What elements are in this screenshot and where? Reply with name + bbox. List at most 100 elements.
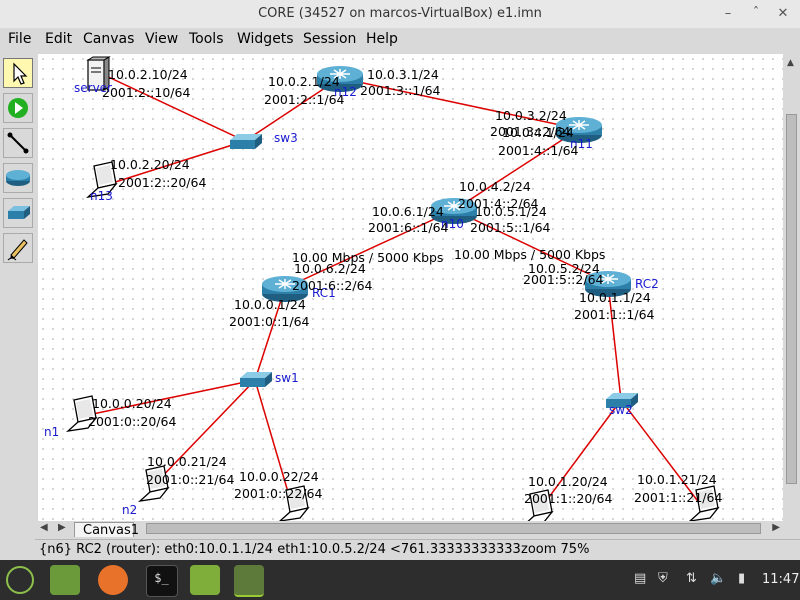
vertical-scrollbar[interactable]: ▲ <box>783 54 800 521</box>
link-rc1-sw1[interactable] <box>254 287 286 381</box>
addr-label: 2001:6::1/64 <box>368 220 449 235</box>
addr-label: 2001:3::2/64 <box>490 124 571 139</box>
node-label-rc1: RC1 <box>312 286 336 300</box>
zoom-level: zoom 75% <box>521 542 590 557</box>
link-rate-label: 10.00 Mbps / 5000 Kbps <box>454 247 605 262</box>
clipboard-icon[interactable]: ▤ <box>634 571 647 586</box>
show-desktop-icon[interactable] <box>50 565 80 595</box>
link-server-sw3[interactable] <box>101 73 246 142</box>
link-tool-button[interactable] <box>3 128 33 158</box>
minimize-icon[interactable]: – <box>724 6 732 21</box>
addr-label: 10.0.0.22/24 <box>239 469 319 484</box>
clock[interactable]: 11:47 <box>762 572 800 587</box>
addr-label: 2001:5::1/64 <box>470 220 551 235</box>
link-n10-rc2[interactable] <box>453 209 609 284</box>
menu-edit[interactable]: Edit <box>45 31 73 47</box>
network-icon[interactable]: ⇅ <box>686 571 697 586</box>
menu-tools[interactable]: Tools <box>189 31 224 47</box>
menu-help[interactable]: Help <box>366 31 398 47</box>
addr-label: 2001:0::1/64 <box>229 314 310 329</box>
sw1-switch-icon[interactable] <box>240 372 272 387</box>
core-gui-icon[interactable] <box>234 565 264 597</box>
addr-label: 10.0.5.2/24 <box>528 261 600 276</box>
close-icon[interactable]: ✕ <box>777 6 789 21</box>
addr-label: 10.0.4.2/24 <box>459 179 531 194</box>
node-label-sw2: sw2 <box>609 403 633 417</box>
scroll-right-icon[interactable]: ▶ <box>58 522 66 533</box>
addr-label: 10.0.3.1/24 <box>367 67 439 82</box>
addr-label: 2001:6::2/64 <box>292 278 373 293</box>
addr-label: 2001:4::2/64 <box>458 196 539 211</box>
addr-label: 10.0.4.1/24 <box>502 125 574 140</box>
mint-menu-icon[interactable] <box>6 566 34 594</box>
link-sw1-n1[interactable] <box>87 379 256 416</box>
network-layer-button[interactable] <box>3 163 33 193</box>
addr-label: 10.0.2.20/24 <box>110 157 190 172</box>
firefox-icon[interactable] <box>98 565 128 595</box>
menu-widgets[interactable]: Widgets <box>237 31 294 47</box>
switch-icon <box>8 206 30 219</box>
node-label-n13: n13 <box>90 189 113 203</box>
links <box>87 73 701 513</box>
addr-label: 10.0.5.1/24 <box>475 204 547 219</box>
addr-label: 10.0.2.1/24 <box>268 74 340 89</box>
link-n13-sw3[interactable] <box>108 140 246 185</box>
select-tool-button[interactable] <box>3 58 33 88</box>
link-n11-n10[interactable] <box>453 128 580 211</box>
menu-bar: File Edit Canvas View Tools Widgets Sess… <box>0 28 800 52</box>
battery-icon[interactable]: ▮ <box>738 571 746 586</box>
addr-label: 2001:1::21/64 <box>634 490 722 505</box>
node-label-n10: n10 <box>441 217 464 231</box>
pointer-icon <box>13 62 28 85</box>
link-sw2-n5[interactable] <box>537 399 622 513</box>
addr-label: 2001:2::10/64 <box>102 85 190 100</box>
link-sw1-n3[interactable] <box>254 379 294 510</box>
addr-label: 10.0.1.1/24 <box>579 290 651 305</box>
scroll-up-icon[interactable]: ▲ <box>787 58 794 68</box>
maximize-icon[interactable]: ˆ <box>752 6 760 21</box>
sw3-switch-icon[interactable] <box>230 134 262 149</box>
menu-session[interactable]: Session <box>303 31 357 47</box>
addr-label: 10.0.1.20/24 <box>528 474 608 489</box>
status-text: {n6} RC2 (router): eth0:10.0.1.1/24 eth1… <box>39 542 521 557</box>
link-sw2-n6[interactable] <box>620 399 701 505</box>
addr-label: 10.0.1.21/24 <box>637 472 717 487</box>
node-label-n1: n1 <box>44 425 59 439</box>
play-icon <box>8 98 28 118</box>
menu-view[interactable]: View <box>145 31 179 47</box>
link-layer-button[interactable] <box>3 198 33 228</box>
volume-icon[interactable]: 🔈 <box>710 571 727 586</box>
link-sw1-n2[interactable] <box>152 379 256 487</box>
link-n12-n11[interactable] <box>339 77 580 130</box>
status-bar: {n6} RC2 (router): eth0:10.0.1.1/24 eth1… <box>35 539 800 561</box>
addr-label: 10.0.0.1/24 <box>234 297 306 312</box>
scroll-left-icon[interactable]: ◀ <box>40 522 48 533</box>
addr-label: 2001:0::22/64 <box>234 486 322 501</box>
files-icon[interactable] <box>190 565 220 595</box>
addr-label: 2001:0::21/64 <box>146 472 234 487</box>
link-n10-rc1[interactable] <box>284 209 455 289</box>
menu-canvas[interactable]: Canvas <box>83 31 135 47</box>
annotation-tool-button[interactable] <box>3 233 33 263</box>
tab-canvas1[interactable]: Canvas1 <box>74 522 139 538</box>
node-label-n2: n2 <box>122 503 137 517</box>
addr-label: 2001:4::1/64 <box>498 143 579 158</box>
title-bar: CORE (34527 on marcos-VirtualBox) e1.imn… <box>0 0 800 29</box>
node-label-rc2: RC2 <box>635 277 659 291</box>
link-rc2-sw2[interactable] <box>607 282 622 401</box>
tool-palette <box>0 54 37 522</box>
pencil-icon <box>7 239 28 261</box>
terminal-icon[interactable]: $_ <box>146 565 178 597</box>
node-label-sw1: sw1 <box>275 371 299 385</box>
horizontal-scroll-thumb[interactable] <box>146 523 761 534</box>
addr-label: 10.0.3.2/24 <box>495 108 567 123</box>
scroll-right-end-icon[interactable]: ▶ <box>772 522 780 533</box>
taskbar: $_ ▤ ⛨ ⇅ 🔈 ▮ 11:47 <box>0 560 800 600</box>
vertical-scroll-thumb[interactable] <box>786 114 797 484</box>
start-session-button[interactable] <box>3 93 33 123</box>
horizontal-scrollbar[interactable]: ◀ ▶ Canvas1 ▶ <box>38 521 783 538</box>
addr-label: 2001:0::20/64 <box>88 414 176 429</box>
shield-icon[interactable]: ⛨ <box>658 571 668 586</box>
menu-file[interactable]: File <box>8 31 32 47</box>
topology-canvas[interactable]: server n13 sw3 n12 n11 n10 RC1 RC2 sw1 s… <box>38 54 783 521</box>
